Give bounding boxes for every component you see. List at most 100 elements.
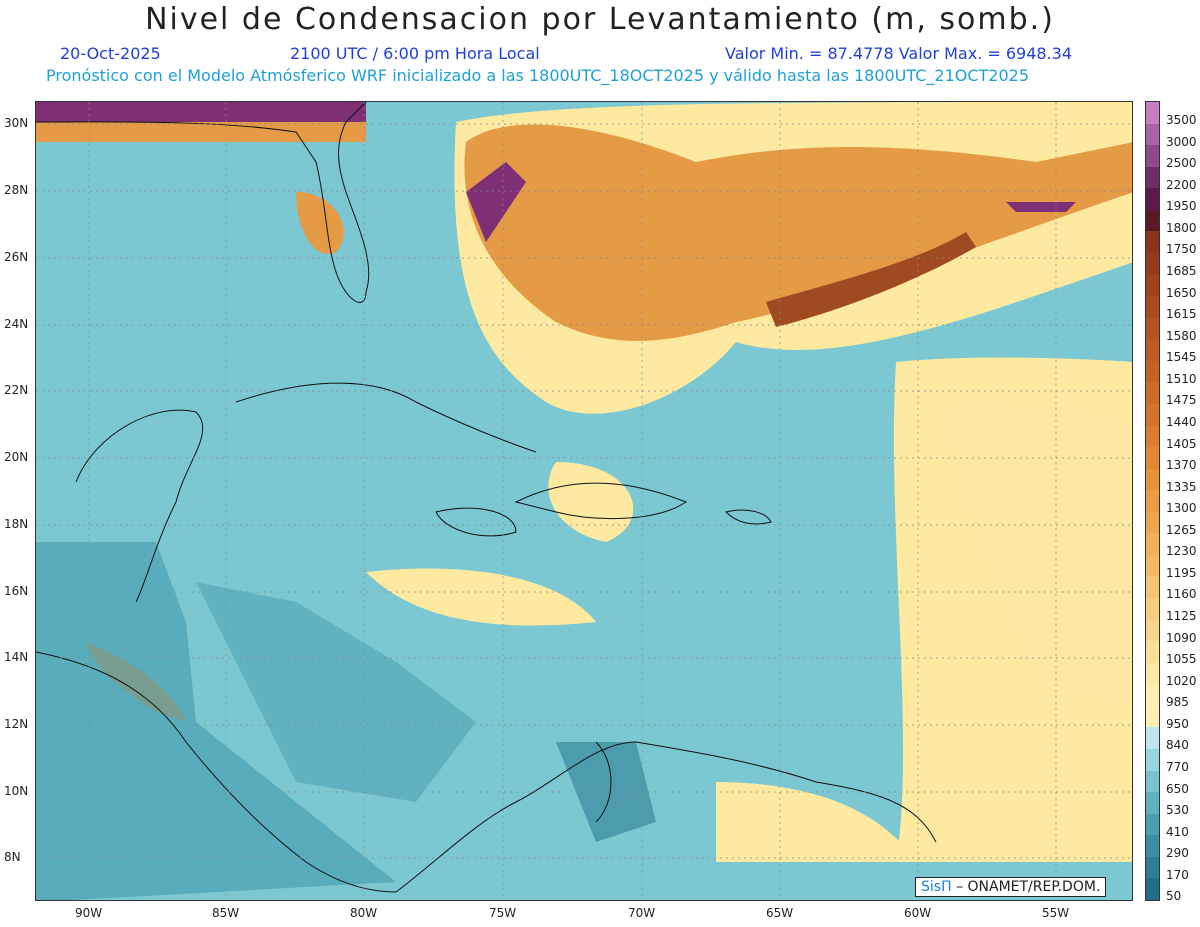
colorbar-label-1800: 1800 (1166, 220, 1197, 235)
colorbar-segment (1146, 339, 1159, 362)
colorbar-segment (1146, 425, 1159, 448)
colorbar-segment (1146, 188, 1159, 211)
lat-label-22N: 22N (4, 383, 29, 397)
colorbar-label-3000: 3000 (1166, 134, 1197, 149)
map-field (36, 102, 1132, 900)
colorbar-label-1055: 1055 (1166, 652, 1197, 667)
colorbar-label-170: 170 (1166, 867, 1189, 882)
lat-label-8N: 8N (4, 850, 21, 864)
colorbar-label-1125: 1125 (1166, 609, 1197, 624)
colorbar-label-950: 950 (1166, 716, 1189, 731)
colorbar-label-1510: 1510 (1166, 371, 1197, 386)
colorbar-segment (1146, 792, 1159, 815)
lon-label-60W: 60W (904, 906, 932, 920)
model-description: Pronóstico con el Modelo Atmósferico WRF… (46, 66, 1030, 85)
colorbar-label-50: 50 (1166, 889, 1182, 904)
colorbar-segment (1146, 511, 1159, 534)
colorbar-segment (1146, 102, 1159, 125)
date-label: 20-Oct-2025 (60, 44, 161, 63)
colorbar-segment (1146, 252, 1159, 276)
colorbar-segment (1146, 490, 1159, 513)
lat-label-14N: 14N (4, 650, 29, 664)
credit-badge: SisΠ – ONAMET/REP.DOM. (915, 877, 1107, 897)
colorbar-segment (1146, 878, 1159, 901)
colorbar-segment (1146, 274, 1159, 297)
colorbar-label-1750: 1750 (1166, 242, 1197, 257)
colorbar-segment (1146, 813, 1159, 836)
colorbar-segment (1146, 533, 1159, 556)
colorbar-segment (1146, 209, 1159, 232)
colorbar-label-1440: 1440 (1166, 414, 1197, 429)
colorbar-segment (1146, 403, 1159, 426)
colorbar-segment (1146, 231, 1159, 254)
colorbar-segment (1146, 749, 1159, 772)
colorbar-label-1580: 1580 (1166, 328, 1197, 343)
lon-label-75W: 75W (489, 906, 517, 920)
lat-label-28N: 28N (4, 183, 29, 197)
time-label: 2100 UTC / 6:00 pm Hora Local (290, 44, 540, 63)
credit-text: – ONAMET/REP.DOM. (956, 879, 1101, 895)
colorbar-segment (1146, 856, 1159, 879)
colorbar-label-2200: 2200 (1166, 177, 1197, 192)
colorbar-label-1090: 1090 (1166, 630, 1197, 645)
colorbar-segment (1146, 554, 1159, 577)
colorbar-segment (1146, 684, 1159, 707)
colorbar-label-410: 410 (1166, 824, 1189, 839)
lat-label-26N: 26N (4, 250, 29, 264)
lat-label-20N: 20N (4, 450, 29, 464)
colorbar-label-1615: 1615 (1166, 307, 1197, 322)
lat-label-16N: 16N (4, 584, 29, 598)
colorbar-label-1370: 1370 (1166, 458, 1197, 473)
minmax-label: Valor Min. = 87.4778 Valor Max. = 6948.3… (725, 44, 1073, 63)
lon-label-70W: 70W (628, 906, 656, 920)
colorbar-segment (1146, 123, 1159, 146)
lat-label-12N: 12N (4, 717, 29, 731)
colorbar-segment (1146, 166, 1159, 189)
colorbar-label-1685: 1685 (1166, 263, 1197, 278)
colorbar-segment (1146, 447, 1159, 470)
colorbar-segment (1146, 727, 1159, 750)
map-panel (35, 101, 1133, 901)
colorbar-label-1650: 1650 (1166, 285, 1197, 300)
lat-label-24N: 24N (4, 317, 29, 331)
colorbar (1145, 101, 1160, 901)
colorbar-segment (1146, 641, 1159, 664)
lon-label-65W: 65W (766, 906, 794, 920)
colorbar-label-1230: 1230 (1166, 544, 1197, 559)
colorbar-label-530: 530 (1166, 803, 1189, 818)
colorbar-segment (1146, 598, 1159, 621)
lat-label-10N: 10N (4, 784, 29, 798)
sispi-logo-text: SisΠ (921, 879, 952, 895)
colorbar-label-1475: 1475 (1166, 393, 1197, 408)
colorbar-label-770: 770 (1166, 760, 1189, 775)
colorbar-label-2500: 2500 (1166, 156, 1197, 171)
colorbar-label-650: 650 (1166, 781, 1189, 796)
colorbar-segment (1146, 145, 1159, 168)
colorbar-label-1195: 1195 (1166, 565, 1197, 580)
lon-label-80W: 80W (350, 906, 378, 920)
lon-label-55W: 55W (1042, 906, 1070, 920)
colorbar-segment (1146, 770, 1159, 793)
colorbar-segment (1146, 382, 1159, 405)
colorbar-segment (1146, 468, 1159, 491)
colorbar-segment (1146, 835, 1159, 858)
colorbar-segment (1146, 576, 1159, 599)
colorbar-label-1405: 1405 (1166, 436, 1197, 451)
colorbar-label-1265: 1265 (1166, 522, 1197, 537)
colorbar-label-985: 985 (1166, 695, 1189, 710)
colorbar-segment (1146, 296, 1159, 319)
colorbar-label-3500: 3500 (1166, 113, 1197, 127)
colorbar-label-290: 290 (1166, 846, 1189, 861)
colorbar-segment (1146, 705, 1159, 728)
colorbar-label-1160: 1160 (1166, 587, 1197, 602)
colorbar-label-1335: 1335 (1166, 479, 1197, 494)
colorbar-segment (1146, 619, 1159, 642)
colorbar-label-1950: 1950 (1166, 199, 1197, 214)
colorbar-segment (1146, 360, 1159, 383)
colorbar-segment (1146, 317, 1159, 340)
chart-title: Nivel de Condensacion por Levantamiento … (145, 2, 1055, 37)
colorbar-label-1020: 1020 (1166, 673, 1197, 688)
lon-label-90W: 90W (75, 906, 103, 920)
colorbar-label-840: 840 (1166, 738, 1189, 753)
lon-label-85W: 85W (212, 906, 240, 920)
